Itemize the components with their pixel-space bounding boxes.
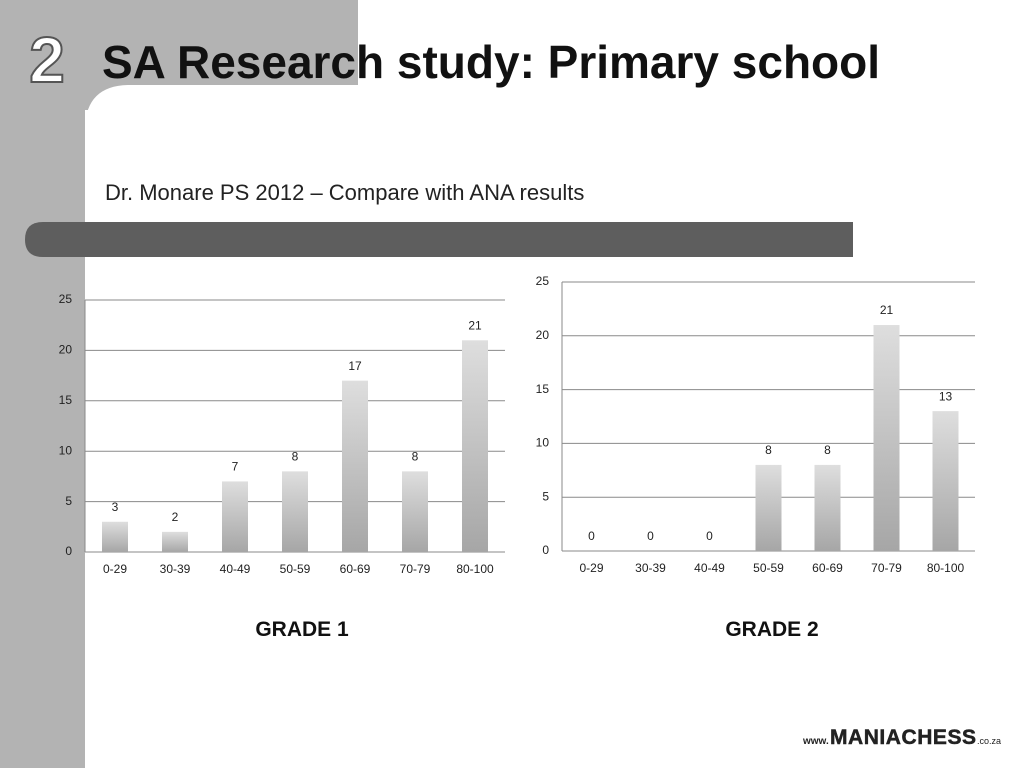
data-label: 17 bbox=[348, 359, 362, 373]
divider-bar bbox=[25, 222, 853, 257]
data-label: 3 bbox=[112, 500, 119, 514]
bar bbox=[282, 471, 308, 552]
data-label: 8 bbox=[292, 450, 299, 464]
bar bbox=[462, 340, 488, 552]
bar bbox=[402, 471, 428, 552]
bar bbox=[102, 521, 128, 552]
x-tick-label: 30-39 bbox=[160, 562, 191, 576]
logo-name: MANIACHESS bbox=[830, 726, 976, 749]
x-tick-label: 70-79 bbox=[871, 561, 902, 575]
x-tick-label: 30-39 bbox=[635, 561, 666, 575]
data-label: 13 bbox=[939, 389, 953, 403]
bar bbox=[162, 531, 188, 552]
data-label: 8 bbox=[412, 450, 419, 464]
x-tick-label: 80-100 bbox=[927, 561, 965, 575]
y-tick-label: 0 bbox=[542, 543, 549, 557]
bar bbox=[873, 325, 900, 551]
chart-title: GRADE 1 bbox=[255, 618, 349, 641]
y-tick-label: 25 bbox=[536, 274, 550, 288]
logo-suffix: .co.za bbox=[977, 736, 1001, 746]
data-label: 21 bbox=[468, 318, 482, 332]
logo-prefix: www. bbox=[802, 736, 829, 747]
title-area bbox=[358, 0, 1024, 110]
data-label: 7 bbox=[232, 460, 239, 474]
data-label: 0 bbox=[706, 529, 713, 543]
y-tick-label: 5 bbox=[65, 494, 72, 508]
chart-title: GRADE 2 bbox=[725, 618, 818, 641]
y-tick-label: 0 bbox=[65, 544, 72, 558]
data-label: 0 bbox=[647, 529, 654, 543]
y-tick-label: 10 bbox=[536, 436, 550, 450]
data-label: 2 bbox=[172, 510, 179, 524]
slide-title: SA Research study: Primary school bbox=[102, 36, 880, 88]
x-tick-label: 60-69 bbox=[340, 562, 371, 576]
y-tick-label: 10 bbox=[59, 443, 73, 457]
y-tick-label: 15 bbox=[536, 382, 550, 396]
bar bbox=[342, 380, 368, 552]
y-tick-label: 25 bbox=[59, 292, 73, 306]
y-tick-label: 20 bbox=[536, 328, 550, 342]
slide-subtitle: Dr. Monare PS 2012 – Compare with ANA re… bbox=[105, 180, 584, 205]
data-label: 0 bbox=[588, 529, 595, 543]
bar bbox=[222, 481, 248, 552]
bar bbox=[755, 464, 782, 551]
x-tick-label: 40-49 bbox=[220, 562, 251, 576]
x-tick-label: 70-79 bbox=[400, 562, 431, 576]
x-tick-label: 0-29 bbox=[103, 562, 127, 576]
slide-number: 2 bbox=[29, 24, 65, 96]
data-label: 8 bbox=[765, 443, 772, 457]
y-tick-label: 20 bbox=[59, 343, 73, 357]
x-tick-label: 40-49 bbox=[694, 561, 725, 575]
bar bbox=[932, 411, 959, 551]
data-label: 21 bbox=[880, 303, 894, 317]
y-tick-label: 15 bbox=[59, 393, 73, 407]
x-tick-label: 50-59 bbox=[280, 562, 311, 576]
x-tick-label: 60-69 bbox=[812, 561, 843, 575]
x-tick-label: 50-59 bbox=[753, 561, 784, 575]
x-tick-label: 80-100 bbox=[456, 562, 494, 576]
x-tick-label: 0-29 bbox=[579, 561, 603, 575]
y-tick-label: 5 bbox=[542, 489, 549, 503]
side-strip bbox=[0, 0, 85, 768]
data-label: 8 bbox=[824, 443, 831, 457]
bar bbox=[814, 464, 841, 551]
